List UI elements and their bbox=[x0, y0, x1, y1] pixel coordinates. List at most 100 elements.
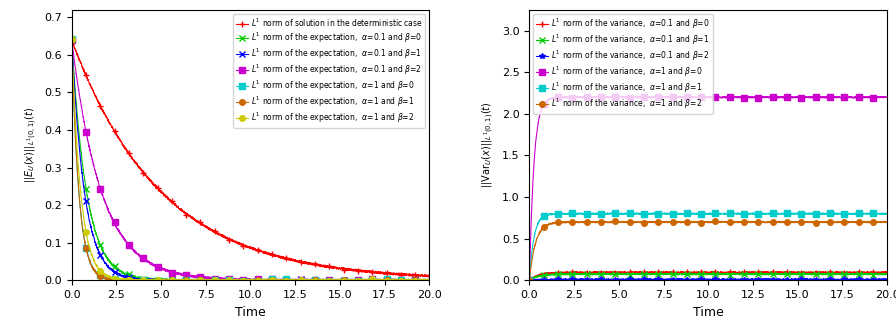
$L^1$ norm of the variance,  $\alpha$=0.1 and $\beta$=1 bbox=[872, 272, 883, 276]
$L^1$ norm of the expectation,  $\alpha$=0.1 and $\beta$=0 bbox=[66, 38, 77, 42]
$L^1$ norm of the expectation,  $\alpha$=1 and $\beta$=0 bbox=[279, 279, 289, 283]
$L^1$ norm of the expectation,  $\alpha$=0.1 and $\beta$=2 bbox=[424, 279, 435, 283]
$L^1$ norm of the variance,  $\alpha$=1 and $\beta$=1 bbox=[856, 211, 866, 215]
$L^1$ norm of the expectation,  $\alpha$=0.1 and $\beta$=2 bbox=[66, 37, 77, 41]
$L^1$ norm of the variance,  $\alpha$=1 and $\beta$=1 bbox=[688, 212, 699, 215]
$L^1$ norm of the expectation,  $\alpha$=0.1 and $\beta$=2 bbox=[230, 278, 241, 282]
$L^1$ norm of the variance,  $\alpha$=0.1 and $\beta$=1 bbox=[882, 272, 892, 275]
$L^1$ norm of the variance,  $\alpha$=0.1 and $\beta$=1 bbox=[524, 279, 535, 283]
$L^1$ norm of solution in the deterministic case bbox=[85, 83, 96, 87]
$L^1$ norm of the expectation,  $\alpha$=0.1 and $\beta$=1 bbox=[84, 221, 95, 225]
$L^1$ norm of solution in the deterministic case bbox=[424, 274, 435, 278]
$L^1$ norm of the expectation,  $\alpha$=0.1 and $\beta$=0 bbox=[414, 279, 425, 283]
$L^1$ norm of the expectation,  $\alpha$=1 and $\beta$=1 bbox=[84, 259, 95, 262]
$L^1$ norm of the variance,  $\alpha$=0.1 and $\beta$=0 bbox=[698, 271, 709, 275]
$L^1$ norm of the expectation,  $\alpha$=1 and $\beta$=0 bbox=[84, 260, 95, 264]
$L^1$ norm of the expectation,  $\alpha$=0.1 and $\beta$=2 bbox=[387, 279, 398, 283]
Line: $L^1$ norm of the expectation,  $\alpha$=0.1 and $\beta$=2: $L^1$ norm of the expectation, $\alpha$=… bbox=[69, 37, 432, 284]
$L^1$ norm of the variance,  $\alpha$=1 and $\beta$=2 bbox=[542, 224, 553, 228]
$L^1$ norm of the variance,  $\alpha$=0.1 and $\beta$=2 bbox=[689, 278, 700, 282]
$L^1$ norm of the expectation,  $\alpha$=0.1 and $\beta$=2 bbox=[240, 279, 251, 283]
$L^1$ norm of solution in the deterministic case bbox=[414, 274, 425, 278]
$L^1$ norm of the expectation,  $\alpha$=1 and $\beta$=2 bbox=[414, 279, 425, 283]
$L^1$ norm of solution in the deterministic case bbox=[424, 275, 435, 279]
$L^1$ norm of the expectation,  $\alpha$=1 and $\beta$=0 bbox=[424, 279, 435, 283]
Line: $L^1$ norm of the variance,  $\alpha$=0.1 and $\beta$=2: $L^1$ norm of the variance, $\alpha$=0.1… bbox=[527, 276, 890, 284]
$L^1$ norm of the variance,  $\alpha$=1 and $\beta$=2 bbox=[872, 219, 883, 223]
$L^1$ norm of the expectation,  $\alpha$=1 and $\beta$=2 bbox=[414, 279, 425, 283]
$L^1$ norm of the variance,  $\alpha$=0.1 and $\beta$=0 bbox=[542, 272, 553, 276]
$L^1$ norm of the expectation,  $\alpha$=0.1 and $\beta$=1 bbox=[414, 279, 425, 283]
$L^1$ norm of the variance,  $\alpha$=1 and $\beta$=1 bbox=[872, 212, 883, 216]
$L^1$ norm of the variance,  $\alpha$=0.1 and $\beta$=0 bbox=[871, 271, 882, 275]
$L^1$ norm of the expectation,  $\alpha$=0.1 and $\beta$=0 bbox=[240, 278, 251, 282]
Line: $L^1$ norm of the expectation,  $\alpha$=1 and $\beta$=0: $L^1$ norm of the expectation, $\alpha$=… bbox=[69, 37, 432, 284]
$L^1$ norm of the variance,  $\alpha$=0.1 and $\beta$=2 bbox=[528, 279, 538, 283]
$L^1$ norm of the variance,  $\alpha$=1 and $\beta$=1 bbox=[882, 212, 892, 215]
$L^1$ norm of solution in the deterministic case bbox=[414, 273, 425, 277]
$L^1$ norm of the expectation,  $\alpha$=0.1 and $\beta$=0 bbox=[348, 277, 358, 281]
$L^1$ norm of the expectation,  $\alpha$=0.1 and $\beta$=2 bbox=[414, 278, 425, 282]
$L^1$ norm of the variance,  $\alpha$=1 and $\beta$=0 bbox=[711, 95, 721, 98]
$L^1$ norm of the variance,  $\alpha$=1 and $\beta$=1 bbox=[698, 213, 709, 216]
$L^1$ norm of the variance,  $\alpha$=1 and $\beta$=0 bbox=[882, 96, 892, 99]
Legend: $L^1$ norm of the variance,  $\alpha$=0.1 and $\beta$=0, $L^1$ norm of the varia: $L^1$ norm of the variance, $\alpha$=0.1… bbox=[533, 14, 712, 114]
$L^1$ norm of the variance,  $\alpha$=0.1 and $\beta$=2 bbox=[687, 277, 698, 281]
Line: $L^1$ norm of the variance,  $\alpha$=1 and $\beta$=0: $L^1$ norm of the variance, $\alpha$=1 a… bbox=[527, 94, 890, 283]
$L^1$ norm of the variance,  $\alpha$=1 and $\beta$=1 bbox=[524, 278, 535, 282]
$L^1$ norm of the variance,  $\alpha$=1 and $\beta$=0 bbox=[542, 99, 553, 103]
$L^1$ norm of the variance,  $\alpha$=1 and $\beta$=0 bbox=[871, 95, 882, 99]
$L^1$ norm of the expectation,  $\alpha$=0.1 and $\beta$=1 bbox=[240, 278, 251, 282]
$L^1$ norm of the variance,  $\alpha$=1 and $\beta$=0 bbox=[806, 95, 816, 99]
Y-axis label: $||\mathrm{Var}_U(x)||_{L^1(0,1)}(t)$: $||\mathrm{Var}_U(x)||_{L^1(0,1)}(t)$ bbox=[481, 102, 496, 188]
$L^1$ norm of the expectation,  $\alpha$=1 and $\beta$=1 bbox=[230, 279, 241, 283]
$L^1$ norm of the expectation,  $\alpha$=1 and $\beta$=2 bbox=[297, 279, 308, 283]
$L^1$ norm of the variance,  $\alpha$=0.1 and $\beta$=0 bbox=[814, 270, 824, 274]
$L^1$ norm of the variance,  $\alpha$=1 and $\beta$=0 bbox=[688, 96, 699, 99]
$L^1$ norm of the expectation,  $\alpha$=1 and $\beta$=0 bbox=[414, 279, 425, 283]
Line: $L^1$ norm of the expectation,  $\alpha$=1 and $\beta$=2: $L^1$ norm of the expectation, $\alpha$=… bbox=[69, 37, 432, 284]
Line: $L^1$ norm of the expectation,  $\alpha$=1 and $\beta$=1: $L^1$ norm of the expectation, $\alpha$=… bbox=[69, 37, 432, 284]
$L^1$ norm of the variance,  $\alpha$=1 and $\beta$=0 bbox=[872, 95, 883, 99]
Line: $L^1$ norm of the variance,  $\alpha$=0.1 and $\beta$=0: $L^1$ norm of the variance, $\alpha$=0.1… bbox=[527, 269, 890, 284]
$L^1$ norm of the expectation,  $\alpha$=0.1 and $\beta$=0 bbox=[414, 277, 425, 281]
$L^1$ norm of the variance,  $\alpha$=0.1 and $\beta$=2 bbox=[882, 278, 892, 282]
Legend: $L^1$ norm of solution in the deterministic case, $L^1$ norm of the expectation,: $L^1$ norm of solution in the determinis… bbox=[233, 14, 426, 128]
$L^1$ norm of the expectation,  $\alpha$=1 and $\beta$=1 bbox=[424, 279, 435, 283]
$L^1$ norm of the expectation,  $\alpha$=1 and $\beta$=1 bbox=[66, 38, 77, 42]
$L^1$ norm of the expectation,  $\alpha$=1 and $\beta$=2 bbox=[424, 278, 435, 282]
$L^1$ norm of the variance,  $\alpha$=0.1 and $\beta$=1 bbox=[689, 272, 700, 276]
$L^1$ norm of the expectation,  $\alpha$=1 and $\beta$=0 bbox=[66, 37, 77, 41]
$L^1$ norm of the expectation,  $\alpha$=1 and $\beta$=2 bbox=[240, 278, 251, 282]
$L^1$ norm of the expectation,  $\alpha$=1 and $\beta$=1 bbox=[414, 279, 425, 283]
$L^1$ norm of the variance,  $\alpha$=1 and $\beta$=1 bbox=[806, 211, 816, 215]
$L^1$ norm of the expectation,  $\alpha$=1 and $\beta$=2 bbox=[66, 37, 77, 41]
$L^1$ norm of solution in the deterministic case bbox=[231, 239, 242, 243]
$L^1$ norm of the expectation,  $\alpha$=1 and $\beta$=0 bbox=[230, 278, 241, 282]
$L^1$ norm of solution in the deterministic case bbox=[240, 245, 251, 249]
$L^1$ norm of the variance,  $\alpha$=0.1 and $\beta$=0 bbox=[872, 270, 883, 274]
$L^1$ norm of the expectation,  $\alpha$=1 and $\beta$=0 bbox=[240, 279, 251, 283]
$L^1$ norm of the expectation,  $\alpha$=0.1 and $\beta$=1 bbox=[414, 279, 425, 283]
$L^1$ norm of the variance,  $\alpha$=1 and $\beta$=2 bbox=[524, 278, 535, 282]
$L^1$ norm of the variance,  $\alpha$=0.1 and $\beta$=2 bbox=[542, 278, 553, 282]
$L^1$ norm of the expectation,  $\alpha$=0.1 and $\beta$=2 bbox=[84, 148, 95, 152]
$L^1$ norm of the variance,  $\alpha$=1 and $\beta$=0 bbox=[698, 96, 709, 99]
$L^1$ norm of the expectation,  $\alpha$=0.1 and $\beta$=0 bbox=[84, 209, 95, 213]
$L^1$ norm of the expectation,  $\alpha$=0.1 and $\beta$=1 bbox=[230, 279, 241, 283]
$L^1$ norm of solution in the deterministic case bbox=[66, 37, 77, 41]
$L^1$ norm of the variance,  $\alpha$=0.1 and $\beta$=1 bbox=[698, 272, 709, 275]
$L^1$ norm of the variance,  $\alpha$=0.1 and $\beta$=0 bbox=[524, 279, 535, 283]
$L^1$ norm of the variance,  $\alpha$=0.1 and $\beta$=0 bbox=[882, 270, 892, 274]
$L^1$ norm of the expectation,  $\alpha$=0.1 and $\beta$=2 bbox=[414, 277, 425, 281]
$L^1$ norm of the variance,  $\alpha$=0.1 and $\beta$=2 bbox=[698, 278, 709, 282]
$L^1$ norm of the variance,  $\alpha$=0.1 and $\beta$=1 bbox=[871, 272, 882, 276]
$L^1$ norm of the expectation,  $\alpha$=1 and $\beta$=1 bbox=[348, 278, 358, 282]
$L^1$ norm of the expectation,  $\alpha$=1 and $\beta$=1 bbox=[240, 279, 251, 283]
$L^1$ norm of the variance,  $\alpha$=0.1 and $\beta$=2 bbox=[524, 278, 535, 282]
X-axis label: Time: Time bbox=[693, 306, 724, 319]
Line: $L^1$ norm of the expectation,  $\alpha$=0.1 and $\beta$=1: $L^1$ norm of the expectation, $\alpha$=… bbox=[69, 37, 432, 284]
$L^1$ norm of the variance,  $\alpha$=0.1 and $\beta$=1 bbox=[644, 272, 655, 275]
Y-axis label: $||E_U(x)||_{L^1(0,1)}(t)$: $||E_U(x)||_{L^1(0,1)}(t)$ bbox=[23, 107, 39, 183]
$L^1$ norm of the expectation,  $\alpha$=1 and $\beta$=0 bbox=[348, 279, 358, 283]
